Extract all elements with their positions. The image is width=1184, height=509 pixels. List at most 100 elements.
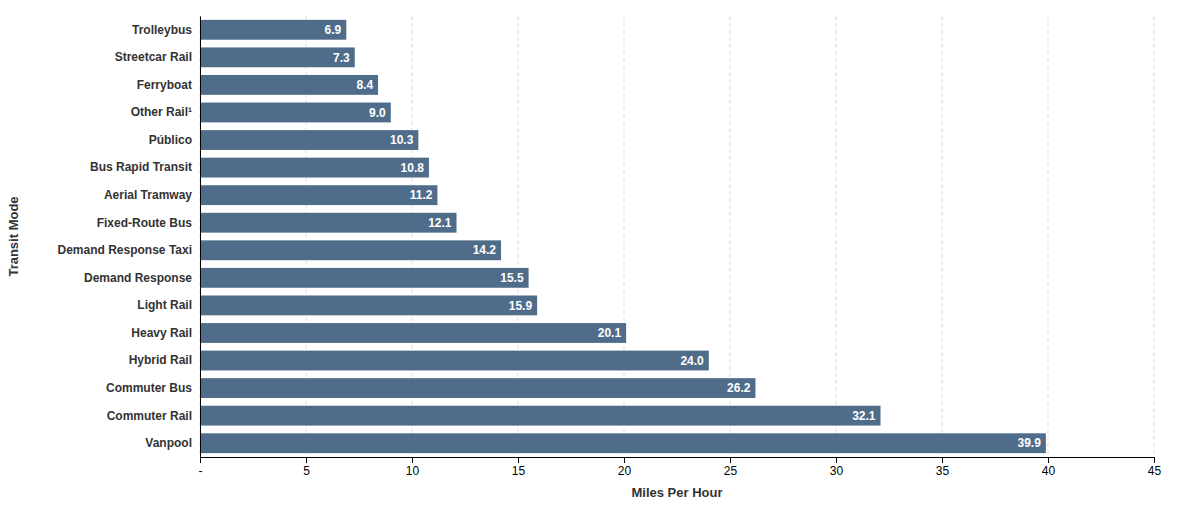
x-tick-label: 5 <box>303 464 310 478</box>
y-tick-label: Other Rail¹ <box>131 105 192 119</box>
x-axis: -51015202530354045 <box>199 457 1162 478</box>
y-tick-label: Light Rail <box>137 298 192 312</box>
x-tick-mark <box>412 457 413 463</box>
x-tick: 15 <box>512 457 526 478</box>
data-label: 8.4 <box>356 78 373 92</box>
data-label: 24.0 <box>680 354 704 368</box>
bar <box>200 213 457 233</box>
y-tick-label: Demand Response Taxi <box>58 243 192 257</box>
plot: 6.97.38.49.010.310.811.212.114.215.515.9… <box>58 16 1162 478</box>
bar <box>200 158 429 178</box>
data-label: 14.2 <box>473 243 497 257</box>
y-tick: Commuter Bus <box>106 381 192 395</box>
bar <box>200 406 881 426</box>
grid-line <box>200 16 201 457</box>
data-label: 6.9 <box>325 23 342 37</box>
y-tick: Público <box>149 133 192 147</box>
data-label: 11.2 <box>410 188 433 202</box>
x-tick-mark <box>730 457 731 463</box>
grid-line <box>1048 16 1049 457</box>
bar <box>200 20 346 40</box>
y-tick: Trolleybus <box>132 23 192 37</box>
x-tick-label: 20 <box>618 464 632 478</box>
y-tick: Fixed-Route Bus <box>97 216 193 230</box>
data-label: 9.0 <box>369 106 386 120</box>
y-tick-label: Hybrid Rail <box>129 353 192 367</box>
y-axis: Trolleybus Streetcar Rail Ferryboat Other R… <box>58 17 201 458</box>
y-axis-line <box>200 17 201 458</box>
x-tick: 40 <box>1042 457 1056 478</box>
data-labels: 6.97.38.49.010.310.811.212.114.215.515.9… <box>325 23 1042 450</box>
x-tick-label: 15 <box>512 464 526 478</box>
bar <box>200 433 1046 453</box>
y-tick: Commuter Rail <box>107 408 192 422</box>
x-tick-mark <box>200 457 201 463</box>
y-tick-label: Heavy Rail <box>131 326 192 340</box>
data-label: 39.9 <box>1018 436 1042 450</box>
y-tick-label: Ferryboat <box>137 78 192 92</box>
x-tick: 20 <box>618 457 632 478</box>
x-tick: - <box>199 457 203 478</box>
y-tick: Streetcar Rail <box>115 50 192 64</box>
y-tick-label: Vanpool <box>145 436 192 450</box>
x-tick: 35 <box>936 457 950 478</box>
bar <box>200 268 529 288</box>
bar <box>200 75 378 95</box>
y-tick: Hybrid Rail <box>129 353 192 367</box>
y-tick-label: Fixed-Route Bus <box>97 216 193 230</box>
x-tick: 10 <box>406 457 420 478</box>
x-tick-mark <box>1154 457 1155 463</box>
y-tick: Light Rail <box>137 298 192 312</box>
grid <box>200 16 1154 457</box>
x-tick-label: 40 <box>1042 464 1056 478</box>
y-tick-label: Bus Rapid Transit <box>90 160 192 174</box>
y-tick-label: Público <box>149 133 192 147</box>
x-tick: 25 <box>724 457 738 478</box>
bar <box>200 323 626 343</box>
x-tick-mark <box>306 457 307 463</box>
y-tick: Other Rail¹ <box>131 105 192 119</box>
y-tick: Vanpool <box>145 436 192 450</box>
grid-line <box>836 16 837 457</box>
y-tick: Demand Response <box>84 271 192 285</box>
x-tick-label: - <box>199 464 203 478</box>
bar <box>200 47 355 67</box>
y-tick-label: Aerial Tramway <box>104 188 192 202</box>
data-label: 15.9 <box>509 299 533 313</box>
y-tick: Demand Response Taxi <box>58 243 192 257</box>
y-tick: Heavy Rail <box>131 326 192 340</box>
x-tick: 30 <box>830 457 844 478</box>
x-tick: 5 <box>303 457 310 478</box>
bar <box>200 130 418 150</box>
x-axis-line <box>201 458 1155 464</box>
x-tick-mark <box>518 457 519 463</box>
x-tick-mark <box>1048 457 1049 463</box>
x-tick-label: 25 <box>724 464 738 478</box>
grid-line <box>942 16 943 457</box>
x-tick-mark <box>942 457 943 463</box>
y-tick: Aerial Tramway <box>104 188 192 202</box>
bar <box>200 240 501 260</box>
data-label: 15.5 <box>500 271 524 285</box>
bar <box>200 295 537 315</box>
data-label: 26.2 <box>727 381 751 395</box>
x-tick-mark <box>624 457 625 463</box>
bar <box>200 103 391 123</box>
bar <box>200 378 755 398</box>
data-label: 7.3 <box>333 51 350 65</box>
y-tick-label: Demand Response <box>84 271 192 285</box>
chart: 6.97.38.49.010.310.811.212.114.215.515.9… <box>0 0 1184 509</box>
bars <box>200 20 1046 453</box>
y-tick: Ferryboat <box>137 78 192 92</box>
data-label: 20.1 <box>598 326 622 340</box>
bar <box>200 351 709 371</box>
data-label: 10.3 <box>390 133 414 147</box>
data-label: 10.8 <box>401 161 425 175</box>
bar <box>200 185 437 205</box>
y-axis-title: Transit Mode <box>6 196 21 276</box>
x-tick-label: 10 <box>406 464 420 478</box>
y-tick: Bus Rapid Transit <box>90 160 192 174</box>
grid-line <box>1154 16 1155 457</box>
x-axis-title: Miles Per Hour <box>631 485 722 500</box>
x-tick-label: 30 <box>830 464 844 478</box>
